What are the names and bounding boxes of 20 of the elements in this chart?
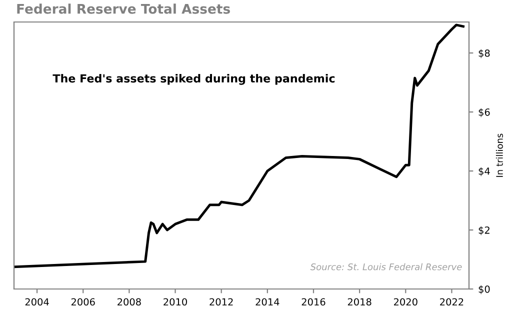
line-series [14, 24, 464, 268]
x-tick-label: 2018 [348, 298, 372, 306]
annotation: Source: St. Louis Federal Reserve [310, 263, 462, 270]
x-tick-label: 2014 [256, 298, 280, 306]
annotation: The Fed's assets spiked during the pandemic [52, 74, 335, 85]
chart-title: Federal Reserve Total Assets [17, 4, 230, 14]
x-tick-label: 2008 [118, 298, 141, 306]
x-tick-label: 2004 [25, 298, 49, 306]
x-tick-label: 2016 [302, 298, 326, 306]
x-tick-label: 2010 [164, 298, 187, 306]
y-tick-label: $0 [478, 285, 490, 294]
y-tick-label: $6 [478, 108, 490, 118]
x-tick-label: 2012 [210, 298, 233, 306]
y-tick-label: $8 [478, 49, 490, 58]
y-axis-title: In trillions [496, 134, 503, 177]
x-tick-label: 2022 [440, 298, 464, 306]
x-tick-label: 2020 [394, 298, 418, 306]
x-tick-label: 2006 [71, 298, 95, 306]
y-tick-label: $2 [478, 226, 490, 236]
y-tick-label: $4 [478, 167, 490, 176]
